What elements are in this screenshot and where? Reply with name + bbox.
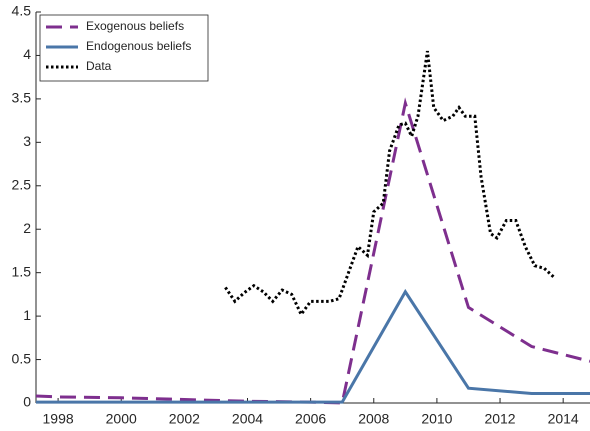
x-tick-label: 2008 <box>358 411 389 427</box>
y-tick-label: 3 <box>23 133 31 149</box>
legend-label: Exogenous beliefs <box>86 19 184 33</box>
y-tick-label: 3.5 <box>12 90 32 106</box>
line-series <box>35 97 590 405</box>
y-tick-label: 2 <box>23 220 31 236</box>
x-tick-label: 2012 <box>484 411 515 427</box>
legend-label: Endogenous beliefs <box>86 39 191 53</box>
y-tick-label: 1 <box>23 307 31 323</box>
y-tick-label: 2.5 <box>12 176 32 192</box>
legend: Exogenous beliefs Endogenous beliefs Data <box>39 14 209 82</box>
x-tick-label: 2006 <box>295 411 326 427</box>
y-tick-label: 0 <box>23 394 31 410</box>
x-tick-label: 2014 <box>548 411 579 427</box>
y-tick-label: 1.5 <box>12 263 32 279</box>
x-tick-label: 1998 <box>43 411 74 427</box>
x-tick-label: 2004 <box>232 411 263 427</box>
y-tick-label: 4 <box>23 46 31 62</box>
line-series <box>36 288 590 404</box>
legend-label: Data <box>86 59 112 73</box>
x-tick-label: 2010 <box>421 411 452 427</box>
y-tick-label: 4.5 <box>12 3 32 19</box>
x-tick-label: 2002 <box>169 411 200 427</box>
x-tick-label: 2000 <box>106 411 137 427</box>
y-tick-label: 0.5 <box>12 350 32 366</box>
